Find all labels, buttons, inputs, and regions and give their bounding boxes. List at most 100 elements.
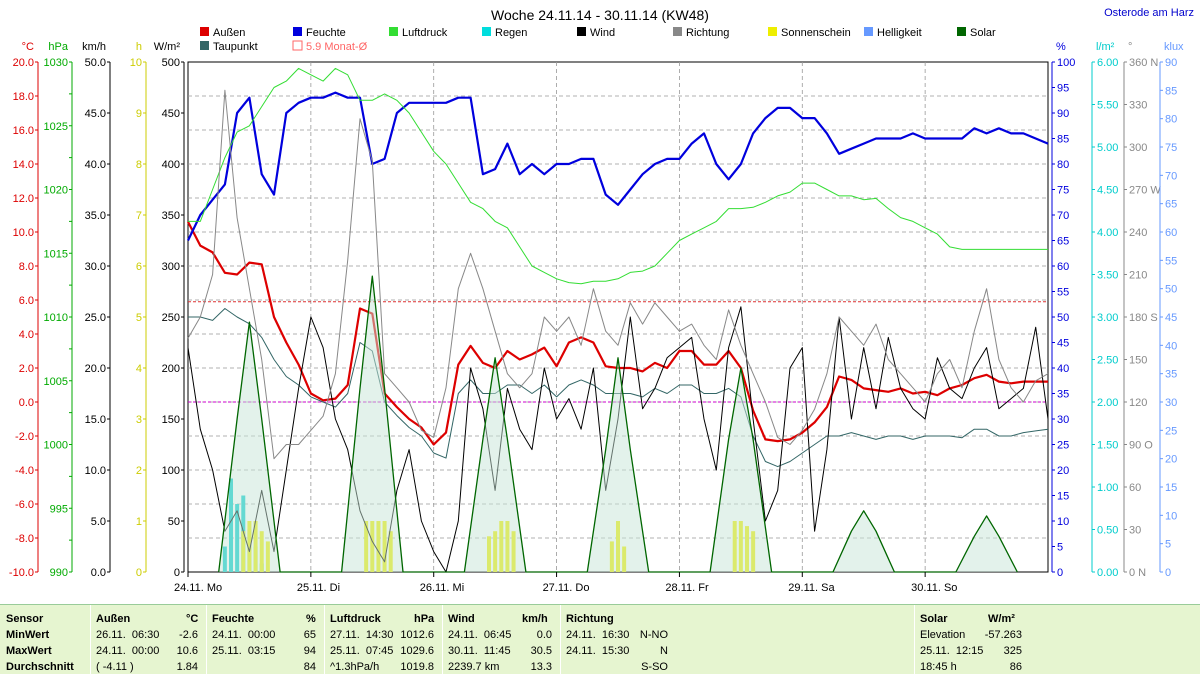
left-axis-tick-label: 300	[162, 261, 180, 273]
left-axis-tick-label: 1020	[44, 185, 68, 197]
right-axis-tick-label: 5	[1165, 539, 1171, 551]
x-axis-tick-label: 29.11. Sa	[788, 582, 835, 594]
left-axis-tick-label: 3	[136, 414, 142, 426]
legend-swatch	[673, 27, 682, 36]
stats-solar-time: 18:45 h	[920, 661, 957, 673]
right-axis-tick-label: 60	[1165, 227, 1177, 239]
legend-label: Außen	[213, 27, 245, 39]
left-axis-tick-label: 18.0	[13, 91, 34, 103]
stats-header-solar-unit: W/m²	[988, 613, 1015, 625]
richtung-line	[187, 89, 1049, 460]
left-axis-tick-label: 0.0	[19, 397, 34, 409]
stats-solar-val: -57.263	[984, 629, 1022, 641]
chart-legend: Außen Feuchte Luftdruck Regen Wind Richtung So…	[200, 27, 996, 53]
left-axis-tick-label: 10.0	[85, 465, 106, 477]
right-axis-tick-label: 180 S	[1129, 312, 1158, 324]
right-axis-tick-label: 0 N	[1129, 567, 1146, 579]
left-axes: °C20.018.016.014.012.010.08.06.04.02.00.…	[9, 41, 185, 579]
stats-feuchte-val: 84	[303, 661, 316, 673]
left-axis-tick-label: 20.0	[13, 57, 34, 69]
left-axis-tick-label: 100	[162, 465, 180, 477]
stats-header-druck-unit: hPa	[414, 613, 435, 625]
left-axis-tick-label: -4.0	[15, 465, 34, 477]
location-label: Osterode am Harz	[1104, 7, 1194, 19]
stats-richtung-val: N-NO	[639, 629, 668, 641]
left-axis-tick-label: 1015	[44, 248, 68, 260]
stats-label: MaxWert	[6, 645, 52, 657]
stats-solar-time: Elevation	[920, 629, 966, 641]
legend-swatch	[482, 27, 491, 36]
right-axis-tick-label: 1.50	[1097, 440, 1118, 452]
right-axis-tick-label: 4.50	[1097, 185, 1118, 197]
legend-swatch	[577, 27, 586, 36]
left-axis-tick-label: 10	[130, 57, 142, 69]
stats-header-wind: Wind	[448, 613, 475, 625]
right-axis-tick-label: 330	[1129, 100, 1147, 112]
right-axis-tick-label: 3.00	[1097, 312, 1118, 324]
right-axis-tick-label: 80	[1057, 159, 1069, 171]
stats-druck-val: 1012.6	[400, 629, 434, 641]
left-axis-tick-label: 4	[136, 363, 142, 375]
stats-wind-val: 30.5	[530, 645, 552, 657]
stats-richtung-time: 24.11. 15:30	[566, 645, 630, 657]
stats-wind-time: 24.11. 06:45	[448, 629, 512, 641]
x-axis-tick-label: 30.11. So	[911, 582, 957, 594]
legend-label: Luftdruck	[402, 27, 448, 39]
right-axis-tick-label: 25	[1165, 425, 1177, 437]
legend-label: Taupunkt	[213, 41, 258, 53]
left-axis-tick-label: 4.0	[19, 329, 34, 341]
stats-label: MinWert	[6, 629, 50, 641]
left-axis-tick-label: 0.0	[91, 567, 106, 579]
x-axis-tick-label: 24.11. Mo	[174, 582, 222, 594]
legend-swatch	[389, 27, 398, 36]
left-axis-tick-label: -6.0	[15, 499, 34, 511]
left-axis-unit: °C	[22, 41, 34, 53]
legend-swatch	[200, 41, 209, 50]
left-axis-tick-label: 0	[174, 567, 180, 579]
stats-aussen-val: 10.6	[176, 645, 198, 657]
left-axis-tick-label: -2.0	[15, 431, 34, 443]
left-axis-tick-label: 50	[168, 516, 180, 528]
right-axis-tick-label: 5	[1057, 542, 1063, 554]
right-axis-tick-label: 75	[1057, 185, 1069, 197]
right-axis-tick-label: 40	[1165, 340, 1177, 352]
right-axis-tick-label: 25	[1057, 440, 1069, 452]
left-axis-tick-label: 2	[136, 465, 142, 477]
left-axis-tick-label: 12.0	[13, 193, 34, 205]
left-axis-tick-label: 2.0	[19, 363, 34, 375]
right-axis-tick-label: 3.50	[1097, 270, 1118, 282]
stats-druck-val: 1019.8	[400, 661, 434, 673]
right-axis-tick-label: 300	[1129, 142, 1147, 154]
right-axis-tick-label: 50	[1165, 284, 1177, 296]
legend-swatch	[200, 27, 209, 36]
right-axis-tick-label: 0	[1165, 567, 1171, 579]
legend-swatch	[864, 27, 873, 36]
left-axis-tick-label: 40.0	[85, 159, 106, 171]
right-axis-tick-label: 15	[1165, 482, 1177, 494]
left-axis-tick-label: 9	[136, 108, 142, 120]
stats-richtung-time: 24.11. 16:30	[566, 629, 630, 641]
left-axis-tick-label: 400	[162, 159, 180, 171]
right-axis-tick-label: 150	[1129, 355, 1147, 367]
left-axis-tick-label: 5	[136, 312, 142, 324]
stats-header-feuchte: Feuchte	[212, 613, 255, 625]
left-axis-tick-label: -8.0	[15, 533, 34, 545]
luftdruck-line	[188, 67, 1048, 285]
left-axis-tick-label: 350	[162, 210, 180, 222]
right-axis-tick-label: 70	[1057, 210, 1069, 222]
stats-wind-val: 0.0	[536, 629, 552, 641]
right-axis-tick-label: 95	[1057, 83, 1069, 95]
right-axis-tick-label: 2.00	[1097, 397, 1118, 409]
right-axis-tick-label: 5.00	[1097, 142, 1118, 154]
right-axis-unit: °	[1128, 41, 1132, 53]
left-axis-tick-label: 500	[162, 57, 180, 69]
right-axis-tick-label: 85	[1165, 85, 1177, 97]
x-axis-tick-label: 26.11. Mi	[420, 582, 464, 594]
left-axis-tick-label: 990	[50, 567, 68, 579]
x-axis-tick-label: 28.11. Fr	[665, 582, 709, 594]
right-axis-tick-label: 60	[1057, 261, 1069, 273]
stats-header-aussen-unit: °C	[186, 613, 199, 625]
left-axis-tick-label: 16.0	[13, 125, 34, 137]
right-axis-tick-label: 85	[1057, 134, 1069, 146]
feuchte-line	[187, 91, 1049, 241]
